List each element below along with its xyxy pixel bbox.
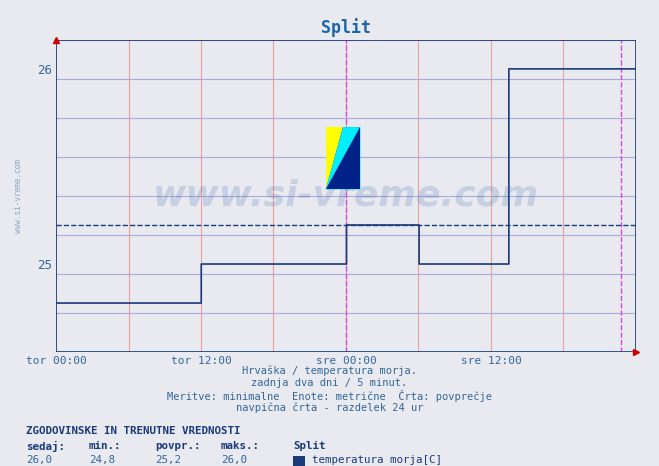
Bar [326,127,360,190]
Text: maks.:: maks.: [221,441,260,451]
Text: www.si-vreme.com: www.si-vreme.com [153,179,539,212]
Text: povpr.:: povpr.: [155,441,200,451]
Polygon shape [326,127,343,190]
Text: Hrvaška / temperatura morja.: Hrvaška / temperatura morja. [242,366,417,377]
Text: 25,2: 25,2 [155,455,181,465]
Title: Split: Split [321,18,371,37]
Text: 24,8: 24,8 [89,455,115,465]
Polygon shape [326,127,360,190]
Text: 26,0: 26,0 [221,455,246,465]
Polygon shape [326,127,360,190]
Text: zadnja dva dni / 5 minut.: zadnja dva dni / 5 minut. [251,378,408,388]
Text: temperatura morja[C]: temperatura morja[C] [312,455,442,465]
Text: ZGODOVINSKE IN TRENUTNE VREDNOSTI: ZGODOVINSKE IN TRENUTNE VREDNOSTI [26,426,241,436]
Text: www.si-vreme.com: www.si-vreme.com [14,159,23,233]
Text: sedaj:: sedaj: [26,441,65,452]
Text: 26,0: 26,0 [26,455,52,465]
Text: min.:: min.: [89,441,121,451]
Text: navpična črta - razdelek 24 ur: navpična črta - razdelek 24 ur [236,402,423,413]
Text: Split: Split [293,441,326,452]
Text: Meritve: minimalne  Enote: metrične  Črta: povprečje: Meritve: minimalne Enote: metrične Črta:… [167,390,492,402]
